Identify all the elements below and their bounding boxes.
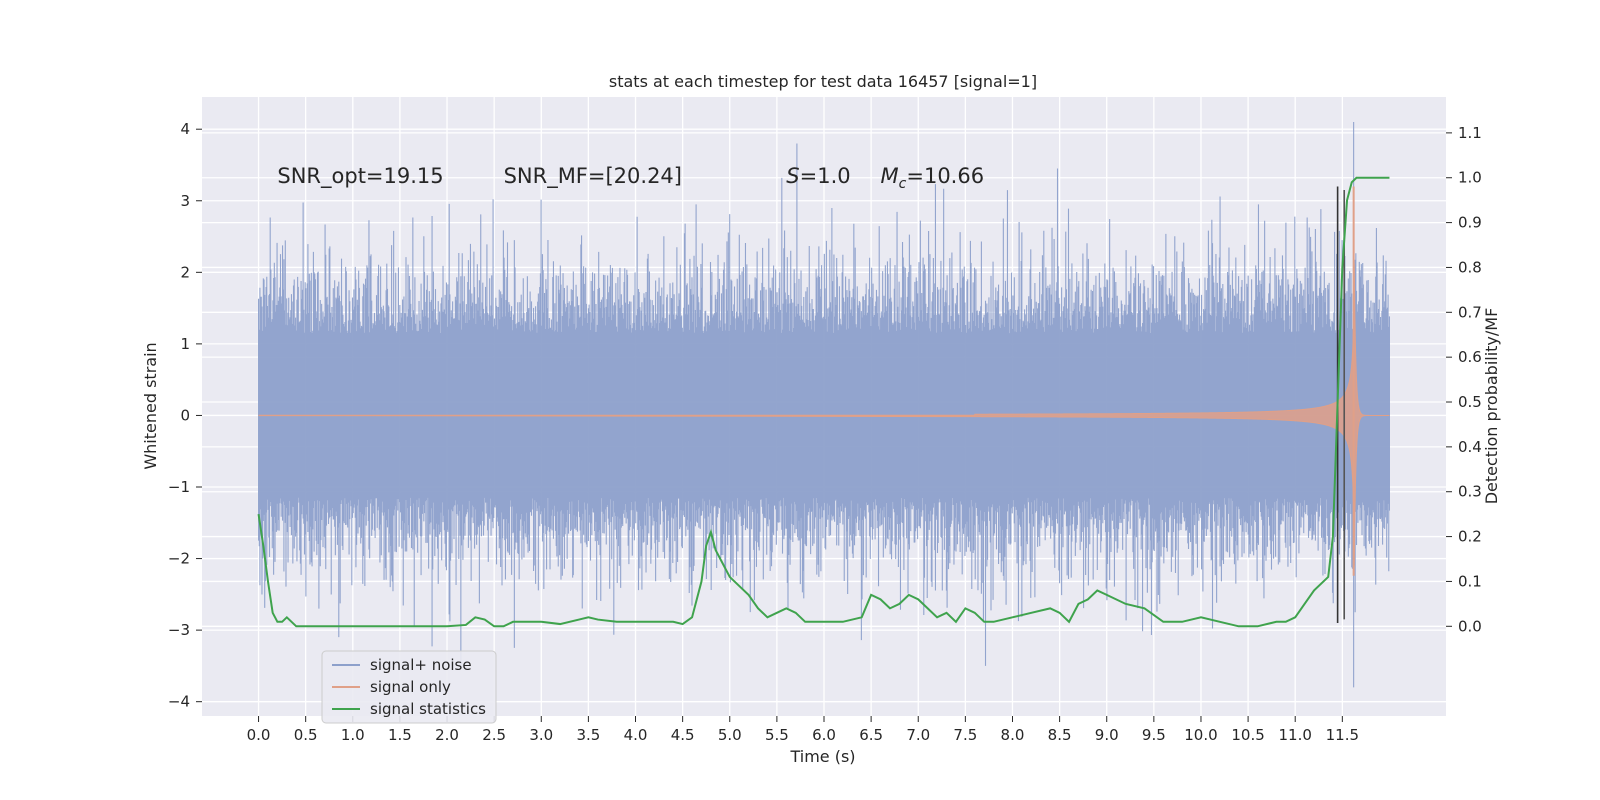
x-tick-label: 7.5	[953, 726, 977, 744]
y-right-tick-label: 0.1	[1458, 572, 1482, 590]
x-tick-label: 8.5	[1048, 726, 1072, 744]
x-tick-label: 6.0	[812, 726, 836, 744]
x-tick-label: 9.0	[1095, 726, 1119, 744]
axes-layer: 0.0 0.5 1.0 1.5 2.0 2.5 3.0 3.5 4.0 4.5 5.0 5.5 6.0 6…	[168, 120, 1482, 744]
y-tick-label: 2	[180, 263, 190, 281]
x-tick-label: 2.5	[482, 726, 506, 744]
x-tick-label: 3.5	[576, 726, 600, 744]
y-tick-label: 4	[180, 120, 190, 138]
x-tick-label: 3.0	[529, 726, 553, 744]
y-right-tick-label: 1.0	[1458, 169, 1482, 187]
y-tick-label: −3	[168, 621, 190, 639]
series-signal-statistics	[257, 176, 1390, 628]
data-layer	[257, 122, 1390, 688]
annotation-s-val: S=1.0	[786, 164, 850, 188]
x-tick-label: 0.5	[294, 726, 318, 744]
y-right-tick-label: 1.1	[1458, 124, 1482, 142]
x-tick-label: 6.5	[859, 726, 883, 744]
x-tick-label: 5.5	[765, 726, 789, 744]
x-tick-label: 2.0	[435, 726, 459, 744]
y-axis-label: Whitened strain	[141, 342, 160, 469]
x-tick-label: 4.5	[671, 726, 695, 744]
x-tick-label: 11.0	[1279, 726, 1312, 744]
legend: signal+ noise signal only signal statistic…	[321, 650, 497, 724]
legend-label: signal+ noise	[370, 656, 472, 674]
y-axis-right-label: Detection probability/MF	[1482, 308, 1501, 505]
y-right-tick-label: 0.4	[1458, 438, 1482, 456]
y-tick-label: −2	[168, 550, 190, 568]
y-right-tick-label: 0.0	[1458, 617, 1482, 635]
annotation-snr-mf: SNR_MF=[20.24]	[504, 164, 682, 189]
annotation-s-base: S	[786, 164, 799, 188]
y-tick-label: 0	[180, 406, 190, 424]
y-right-tick-label: 0.2	[1458, 528, 1482, 546]
x-tick-label: 1.5	[388, 726, 412, 744]
y-right-tick-label: 0.8	[1458, 258, 1482, 276]
legend-box	[321, 650, 497, 724]
y-right-tick-label: 0.7	[1458, 303, 1482, 321]
y-tick-label: −1	[168, 478, 190, 496]
x-tick-label: 11.5	[1326, 726, 1359, 744]
annotation-s-value: =1.0	[800, 164, 851, 188]
annotation-mc-val: Mc=10.66	[881, 164, 985, 192]
annotation-mc-subscript: c	[899, 176, 907, 192]
x-tick-label: 9.5	[1142, 726, 1166, 744]
x-tick-label: 1.0	[341, 726, 365, 744]
x-tick-label: 5.0	[718, 726, 742, 744]
x-tick-label: 10.5	[1231, 726, 1264, 744]
x-tick-label: 7.0	[906, 726, 930, 744]
x-tick-label: 4.0	[624, 726, 648, 744]
x-axis-label: Time (s)	[789, 747, 855, 766]
annotation-mc-value: =10.66	[906, 164, 984, 188]
x-tick-label: 10.0	[1184, 726, 1217, 744]
chart-title: stats at each timestep for test data 164…	[609, 72, 1037, 91]
y-tick-label: 3	[180, 192, 190, 210]
y-right-tick-label: 0.6	[1458, 348, 1482, 366]
y-right-tick-label: 0.9	[1458, 214, 1482, 232]
y-tick-label: −4	[168, 693, 190, 711]
y-tick-label: 1	[180, 335, 190, 353]
series-signal-only	[258, 263, 1390, 568]
annotation-layer: SNR_opt=19.15 SNR_MF=[20.24] S=1.0 Mc=10.66	[277, 164, 984, 192]
legend-label: signal statistics	[370, 700, 486, 718]
annotation-mc-base: M	[881, 164, 899, 188]
y-right-tick-label: 0.5	[1458, 393, 1482, 411]
x-tick-label: 0.0	[247, 726, 271, 744]
y-right-tick-label: 0.3	[1458, 483, 1482, 501]
legend-label: signal only	[370, 678, 451, 696]
annotation-snr-opt: SNR_opt=19.15	[277, 164, 443, 189]
x-tick-label: 8.0	[1001, 726, 1025, 744]
